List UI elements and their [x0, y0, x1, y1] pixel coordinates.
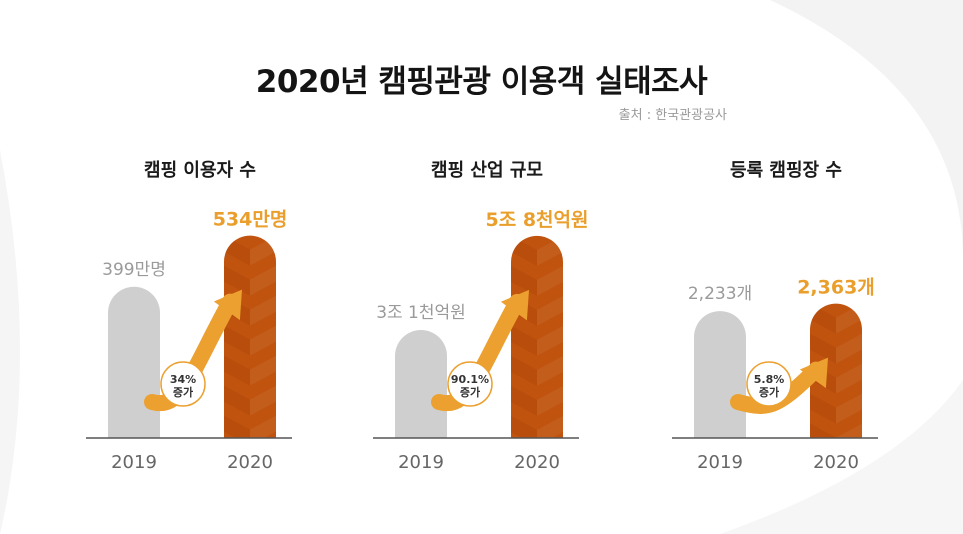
bar-2019	[694, 311, 746, 438]
bar-facet	[250, 265, 276, 296]
value-label-2020: 5조 8천억원	[486, 209, 589, 231]
bar-facet	[224, 325, 250, 356]
panel-campers: 캠핑 이용자 수 2019 2020 399만명 534만명 34% 증가	[80, 0, 320, 534]
chart-title: 캠핑 산업 규모	[431, 160, 543, 181]
bar-facet	[250, 325, 276, 356]
source-note: 출처 : 한국관광공사	[618, 108, 727, 123]
growth-percent-label: 90.1%	[451, 373, 489, 386]
bar-facet	[810, 333, 836, 364]
growth-percent-label: 34%	[170, 373, 196, 386]
bar-facet	[836, 423, 862, 438]
x-tick-label: 2020	[813, 452, 859, 473]
bar-facet	[836, 333, 862, 364]
x-tick-label: 2019	[697, 452, 743, 473]
growth-word-label: 증가	[759, 385, 779, 399]
bar-facet	[537, 355, 563, 386]
bar-facet	[224, 355, 250, 386]
bar-2020	[511, 235, 563, 438]
bar-facet	[224, 385, 250, 416]
bar-2019	[395, 330, 447, 438]
value-label-2019: 2,233개	[688, 284, 752, 304]
bar-facet	[511, 265, 537, 296]
bar-facet	[537, 415, 563, 438]
bar-facet	[250, 415, 276, 438]
bar-2020	[810, 303, 862, 438]
bar-facet	[810, 393, 836, 424]
value-label-2019: 399만명	[102, 260, 166, 280]
x-tick-label: 2019	[398, 452, 444, 473]
value-label-2019: 3조 1천억원	[376, 303, 466, 323]
bar-facet	[511, 415, 537, 438]
growth-word-label: 증가	[173, 385, 193, 399]
bar-facet	[250, 355, 276, 386]
chart-industry: 2019 2020 3조 1천억원 5조 8천억원 90.1%증가	[373, 209, 589, 473]
bar-facet	[224, 265, 250, 296]
growth-word-label: 증가	[460, 385, 480, 399]
panel-industry: 캠핑 산업 규모 2019 2020 3조 1천억원 5조 8천억원 90.1% 증가	[367, 0, 607, 534]
chart-title: 등록 캠핑장 수	[730, 160, 842, 181]
bar-facet	[836, 393, 862, 424]
bar-2019	[108, 286, 160, 438]
bar-facet	[511, 355, 537, 386]
page-title: 2020년 캠핑관광 이용객 실태조사	[255, 64, 708, 100]
bar-facet	[836, 363, 862, 394]
x-tick-label: 2020	[227, 452, 273, 473]
bar-facet	[537, 385, 563, 416]
growth-badge	[160, 361, 206, 407]
bar-facet	[250, 295, 276, 326]
growth-arrow-head	[799, 357, 828, 389]
bar-facet	[810, 423, 836, 438]
growth-arrow-head	[500, 289, 529, 321]
bar-2020-facets	[224, 235, 276, 438]
growth-badge	[746, 361, 792, 407]
bar-facet	[224, 415, 250, 438]
growth-arrow-head	[213, 289, 242, 321]
panel-campsites: 등록 캠핑장 수 2019 2020 2,233개 2,363개 5.8% 증가	[666, 0, 906, 534]
growth-percent-label: 5.8%	[754, 373, 785, 386]
chart-campsites: 2019 2020 2,233개 2,363개 5.8%증가	[672, 277, 878, 473]
value-label-2020: 534만명	[213, 209, 288, 231]
bar-2020-facets	[511, 235, 563, 438]
bar-facet	[537, 265, 563, 296]
bar-facet	[511, 325, 537, 356]
x-tick-label: 2019	[111, 452, 157, 473]
x-tick-label: 2020	[514, 452, 560, 473]
chart-campers: 2019 2020 399만명 534만명 34%증가	[86, 209, 292, 473]
bar-2020	[224, 235, 276, 438]
value-label-2020: 2,363개	[797, 277, 875, 299]
bar-facet	[537, 295, 563, 326]
growth-badge	[447, 361, 493, 407]
chart-title: 캠핑 이용자 수	[144, 160, 256, 181]
bar-facet	[537, 325, 563, 356]
bar-facet	[250, 385, 276, 416]
bar-facet	[511, 385, 537, 416]
